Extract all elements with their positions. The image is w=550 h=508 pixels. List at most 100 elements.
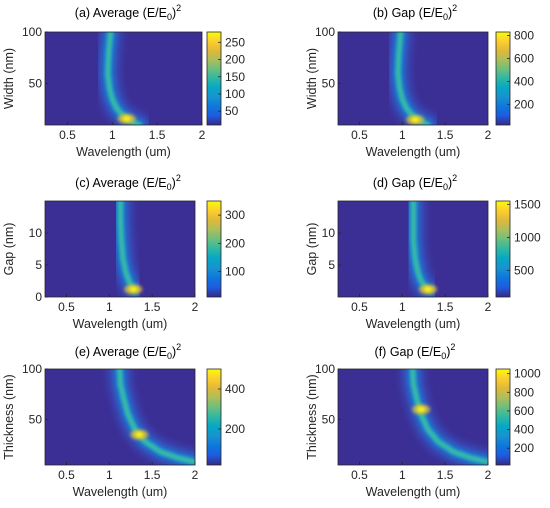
- panel-title: (d) Gap (E/E0)2: [373, 173, 457, 192]
- colorbar-tick-label: 800: [514, 385, 534, 399]
- panel-title: (e) Average (E/E0)2: [75, 342, 181, 361]
- y-axis-label: Width (nm): [305, 48, 319, 109]
- colorbar-tick-label: 300: [225, 208, 245, 222]
- x-tick-label: 1: [106, 300, 113, 314]
- y-tick-label: 10: [322, 226, 336, 240]
- colorbar: [495, 200, 511, 298]
- y-axis-label: Width (nm): [2, 48, 16, 109]
- axes-box: [337, 368, 489, 466]
- y-tick-label: 0: [35, 290, 42, 304]
- y-tick-label: 5: [35, 258, 42, 272]
- y-tick-label: 100: [315, 25, 335, 39]
- x-axis-label: Wavelength (um): [366, 317, 461, 331]
- y-axis-label: Thickness (nm): [305, 374, 319, 459]
- y-axis-label: Gap (nm): [2, 223, 16, 276]
- y-tick-label: 100: [22, 362, 42, 376]
- panel-b: 0.5 1 1.5 2 50 100 Wavelength (um) Width (nm) (b…: [305, 3, 534, 159]
- x-tick-label: 0.5: [351, 128, 368, 142]
- colorbar-tick-label: 1500: [514, 197, 541, 211]
- x-tick-label: 1.5: [144, 468, 161, 482]
- colorbar-tick-label: 200: [514, 441, 534, 455]
- x-tick-label: 2: [192, 300, 199, 314]
- panel-title: (a) Average (E/E0)2: [75, 3, 181, 22]
- x-tick-label: 2: [485, 468, 492, 482]
- colorbar-tick-label: 1000: [514, 230, 541, 244]
- panel-d: 0.5 1 1.5 2 5 10 Wavelength (um) Gap (nm) (d) Ga…: [305, 173, 541, 331]
- heatmap-field: [385, 32, 441, 125]
- x-axis-label: Wavelength (um): [73, 485, 168, 499]
- axes-box: [44, 368, 196, 466]
- x-tick-label: 1: [399, 300, 406, 314]
- colorbar: [495, 368, 511, 466]
- axes-box: [337, 31, 489, 126]
- x-tick-label: 0.5: [58, 468, 75, 482]
- x-tick-label: 1.5: [149, 128, 166, 142]
- heatmap-field: [399, 369, 488, 465]
- heatmap-field: [400, 201, 443, 297]
- y-tick-label: 50: [29, 77, 43, 91]
- x-tick-label: 2: [485, 300, 492, 314]
- colorbar-tick-label: 200: [225, 236, 245, 250]
- x-axis-label: Wavelength (um): [366, 145, 461, 159]
- y-tick-label: 100: [22, 25, 42, 39]
- colorbar-tick-label: 600: [514, 404, 534, 418]
- heatmap-field: [94, 32, 153, 125]
- x-tick-label: 1.5: [437, 128, 454, 142]
- x-tick-label: 1.5: [437, 468, 454, 482]
- x-tick-label: 1: [106, 468, 113, 482]
- colorbar: [495, 31, 511, 126]
- axes-box: [44, 200, 196, 298]
- colorbar-tick-label: 100: [225, 265, 245, 279]
- y-axis-label: Thickness (nm): [2, 374, 16, 459]
- x-tick-label: 1.5: [144, 300, 161, 314]
- y-tick-label: 100: [315, 362, 335, 376]
- colorbar-tick-label: 250: [225, 35, 245, 49]
- colorbar: [206, 31, 222, 126]
- y-tick-label: 50: [29, 413, 43, 427]
- y-tick-label: 10: [29, 226, 43, 240]
- panel-f: 0.5 1 1.5 2 50 100 Wavelength (um) Thickness (n…: [305, 342, 541, 499]
- y-tick-label: 50: [322, 77, 336, 91]
- heatmap-field: [106, 369, 195, 465]
- x-axis-label: Wavelength (um): [76, 145, 171, 159]
- x-tick-label: 0.5: [59, 128, 76, 142]
- panel-c: 0.5 1 1.5 2 0 5 10 Wavelength (um) Gap (nm) (c) A…: [2, 173, 245, 331]
- axes-box: [337, 200, 489, 298]
- x-tick-label: 2: [192, 468, 199, 482]
- colorbar-tick-label: 1000: [514, 367, 541, 381]
- x-tick-label: 0.5: [58, 300, 75, 314]
- colorbar-tick-label: 400: [514, 74, 534, 88]
- colorbar-tick-label: 400: [225, 382, 245, 396]
- colorbar-tick-label: 150: [225, 70, 245, 84]
- x-tick-label: 2: [485, 128, 492, 142]
- colorbar-tick-label: 200: [225, 422, 245, 436]
- heatmap-field: [107, 201, 148, 297]
- x-axis-label: Wavelength (um): [73, 317, 168, 331]
- colorbar-tick-label: 200: [514, 97, 534, 111]
- panel-title: (c) Average (E/E0)2: [75, 173, 181, 192]
- panel-title: (f) Gap (E/E0)2: [375, 342, 456, 361]
- y-axis-label: Gap (nm): [305, 223, 319, 276]
- colorbar-tick-label: 400: [514, 423, 534, 437]
- x-tick-label: 0.5: [351, 300, 368, 314]
- colorbar-tick-label: 600: [514, 51, 534, 65]
- x-tick-label: 2: [199, 128, 206, 142]
- panel-e: 0.5 1 1.5 2 50 100 Wavelength (um) Thickness (n…: [2, 342, 245, 499]
- colorbar-tick-label: 50: [225, 104, 239, 118]
- colorbar-tick-label: 800: [514, 28, 534, 42]
- y-tick-label: 50: [322, 413, 336, 427]
- x-tick-label: 1: [399, 128, 406, 142]
- y-tick-label: 5: [328, 258, 335, 272]
- axes-box: [44, 31, 203, 126]
- x-axis-label: Wavelength (um): [366, 485, 461, 499]
- colorbar-tick-label: 500: [514, 264, 534, 278]
- colorbar: [206, 368, 222, 466]
- x-tick-label: 1: [399, 468, 406, 482]
- colorbar: [206, 200, 222, 298]
- x-tick-label: 0.5: [351, 468, 368, 482]
- colorbar-tick-label: 200: [225, 53, 245, 67]
- panel-title: (b) Gap (E/E0)2: [373, 3, 457, 22]
- colorbar-tick-label: 100: [225, 87, 245, 101]
